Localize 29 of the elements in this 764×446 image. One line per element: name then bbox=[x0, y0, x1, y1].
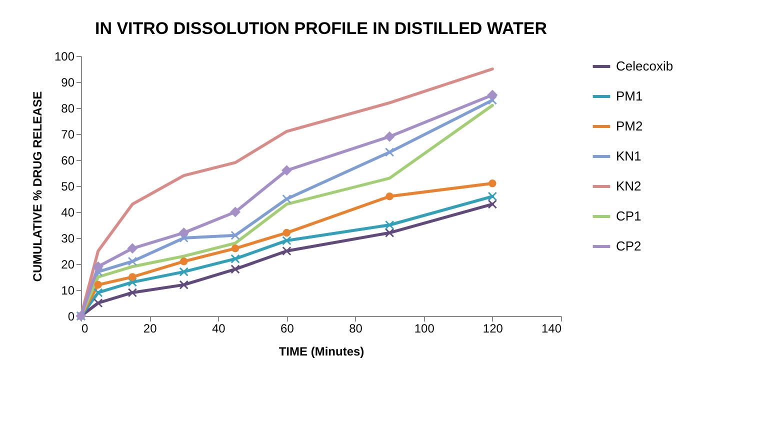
legend-label: Celecoxib bbox=[616, 58, 674, 74]
x-axis-title: TIME (Minutes) bbox=[278, 344, 364, 358]
y-tick-label: 40 bbox=[61, 206, 75, 220]
legend-label: PM1 bbox=[616, 88, 643, 104]
chart-title: IN VITRO DISSOLUTION PROFILE IN DISTILLED WATER bbox=[94, 19, 548, 38]
legend-label: CP2 bbox=[616, 238, 642, 254]
x-tick-label: 0 bbox=[82, 322, 88, 336]
x-tick-label: 60 bbox=[280, 322, 294, 336]
y-tick-label: 70 bbox=[61, 128, 75, 142]
y-tick-label: 10 bbox=[61, 284, 75, 298]
x-tick-label: 80 bbox=[349, 322, 363, 336]
x-tick-label: 140 bbox=[541, 322, 562, 336]
y-tick-label: 50 bbox=[61, 180, 75, 194]
y-tick-label: 90 bbox=[61, 76, 75, 90]
y-tick-label: 0 bbox=[68, 310, 75, 324]
y-axis-title: CUMULATIVE % DRUG RELEASE bbox=[30, 91, 44, 282]
x-tick-label: 40 bbox=[212, 322, 226, 336]
x-tick-label: 20 bbox=[143, 322, 158, 336]
x-tick-label: 100 bbox=[414, 322, 435, 336]
legend-label: CP1 bbox=[616, 208, 642, 224]
legend-label: KN2 bbox=[616, 178, 642, 194]
y-tick-label: 20 bbox=[61, 258, 75, 272]
y-tick-label: 30 bbox=[61, 232, 75, 246]
y-tick-label: 100 bbox=[54, 50, 75, 64]
x-tick-label: 120 bbox=[482, 322, 504, 336]
legend-label: PM2 bbox=[616, 118, 643, 134]
y-tick-label: 60 bbox=[61, 154, 75, 168]
y-tick-label: 80 bbox=[61, 102, 75, 116]
legend-label: KN1 bbox=[616, 148, 642, 164]
